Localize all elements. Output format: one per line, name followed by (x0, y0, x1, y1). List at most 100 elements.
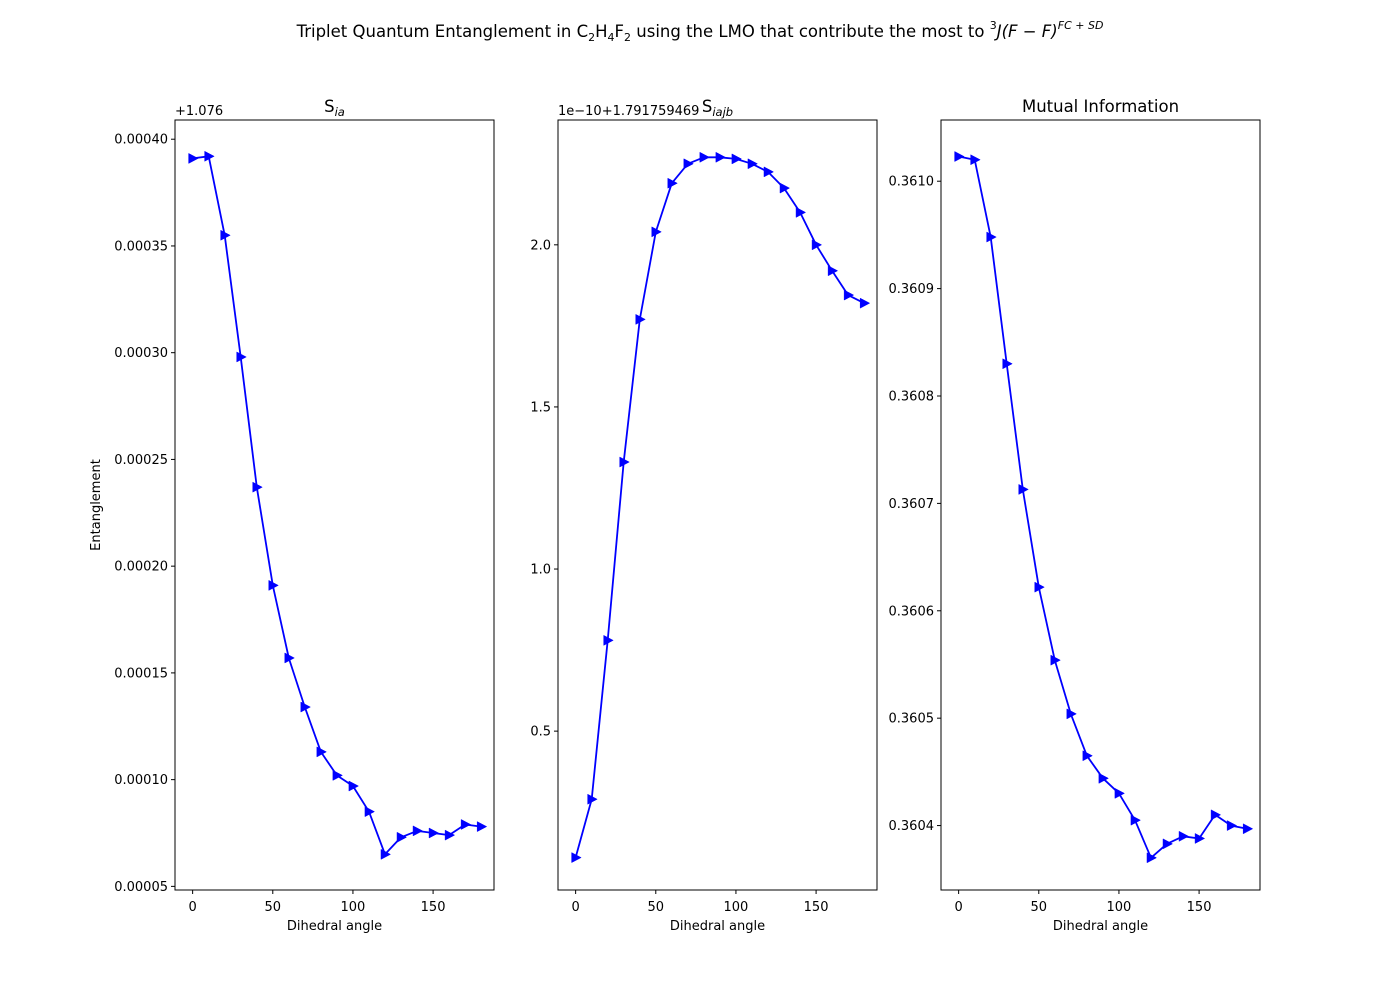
subplot-2: 0 50 100 150 0.5 1.0 1.5 2.0 Dihedral angle 1e−10… (530, 97, 878, 934)
data-point (1194, 833, 1206, 844)
x-tick-label: 50 (1031, 900, 1048, 915)
data-point (970, 154, 981, 166)
data-point (428, 827, 440, 839)
subplot-title: Mutual Information (1022, 97, 1179, 116)
axes-frame (557, 119, 878, 891)
data-point (1162, 838, 1174, 850)
data-point (268, 579, 279, 591)
data-point (859, 297, 871, 309)
y-tick-label: 0.00025 (114, 453, 168, 468)
data-point (1114, 787, 1125, 799)
data-point (460, 819, 472, 830)
data-point (236, 351, 247, 363)
data-point (1098, 772, 1109, 784)
y-tick-label: 0.3608 (889, 389, 935, 404)
data-point (1242, 823, 1254, 835)
y-tick-label: 0.00010 (114, 773, 168, 788)
data-point (1066, 708, 1077, 720)
data-point (412, 825, 424, 837)
y-tick-label: 0.3607 (889, 497, 935, 512)
data-point (348, 780, 359, 792)
data-point (699, 151, 710, 163)
data-point (731, 153, 742, 165)
data-point (1130, 814, 1142, 826)
y-tick-label: 0.00040 (114, 133, 168, 148)
offset-text: 1e−10+1.791759469 (558, 104, 699, 119)
data-point (284, 652, 295, 664)
subplot-3: 0 50 100 150 0.3604 0.3605 0.3606 0.3607 0.3608 0… (889, 97, 1261, 934)
data-point (380, 848, 392, 860)
data-point (396, 831, 408, 843)
y-tick-label: 0.00015 (114, 666, 168, 681)
data-point (1002, 358, 1013, 370)
y-tick-label: 1.5 (530, 400, 551, 415)
data-point (316, 746, 327, 758)
data-point (252, 481, 263, 493)
data-point (779, 182, 791, 194)
data-point (667, 177, 678, 189)
x-tick-label: 50 (265, 900, 282, 915)
figure-suptitle: Triplet Quantum Entanglement in C2H4F2 u… (296, 19, 1104, 44)
y-tick-label: 1.0 (530, 563, 551, 578)
data-point (715, 151, 726, 163)
data-point (619, 456, 630, 468)
x-tick-label: 100 (341, 900, 366, 915)
y-tick-label: 0.3610 (889, 175, 935, 190)
series-line (192, 155, 482, 856)
y-tick-label: 0.3609 (889, 282, 935, 297)
subplot-1: 0 50 100 150 0.00005 0.00010 0.00015 0.00020 0.0… (89, 97, 495, 934)
y-tick-label: 0.3604 (889, 819, 935, 834)
data-point (1226, 820, 1238, 831)
y-tick-label: 0.00005 (114, 880, 168, 895)
data-point (1178, 830, 1190, 842)
series-line (574, 156, 865, 858)
data-point (1082, 750, 1093, 762)
data-point (683, 158, 694, 170)
x-tick-label: 100 (1107, 900, 1132, 915)
subplot-title: Siajb (702, 97, 733, 119)
x-tick-label: 150 (421, 900, 446, 915)
x-tick-label: 0 (954, 900, 962, 915)
data-point (476, 821, 488, 833)
axes-frame (174, 119, 495, 891)
data-point (763, 166, 775, 178)
x-tick-label: 50 (648, 900, 665, 915)
data-point (587, 793, 598, 805)
x-tick-label: 0 (571, 900, 579, 915)
data-point (1034, 581, 1045, 593)
y-tick-label: 0.00035 (114, 239, 168, 254)
data-point (811, 239, 823, 251)
data-point (220, 229, 231, 241)
data-point (603, 634, 614, 646)
data-point (364, 806, 376, 818)
data-point (204, 150, 215, 162)
data-point (827, 265, 839, 277)
data-point (1146, 852, 1158, 864)
x-axis-label: Dihedral angle (670, 919, 765, 934)
x-axis-label: Dihedral angle (287, 919, 382, 934)
y-tick-label: 0.5 (530, 725, 551, 740)
x-tick-label: 0 (188, 900, 196, 915)
subplot-title: Sia (324, 97, 345, 119)
data-point (795, 206, 807, 218)
data-point (571, 852, 582, 863)
data-point (651, 226, 662, 238)
y-tick-label: 0.3606 (889, 604, 935, 619)
data-point (1050, 654, 1061, 666)
data-point (747, 158, 759, 170)
data-point (444, 829, 456, 841)
y-axis-label: Entanglement (89, 459, 104, 551)
y-tick-label: 0.00030 (114, 346, 168, 361)
y-tick-label: 0.3605 (889, 712, 935, 727)
data-point (843, 289, 855, 301)
data-point (954, 151, 965, 162)
x-tick-label: 100 (724, 900, 749, 915)
x-axis-label: Dihedral angle (1053, 919, 1148, 934)
y-tick-label: 0.00020 (114, 560, 168, 575)
x-tick-label: 150 (804, 900, 829, 915)
axes-frame (940, 119, 1261, 891)
offset-text: +1.076 (175, 104, 223, 119)
x-tick-label: 150 (1187, 900, 1212, 915)
data-point (635, 313, 646, 325)
